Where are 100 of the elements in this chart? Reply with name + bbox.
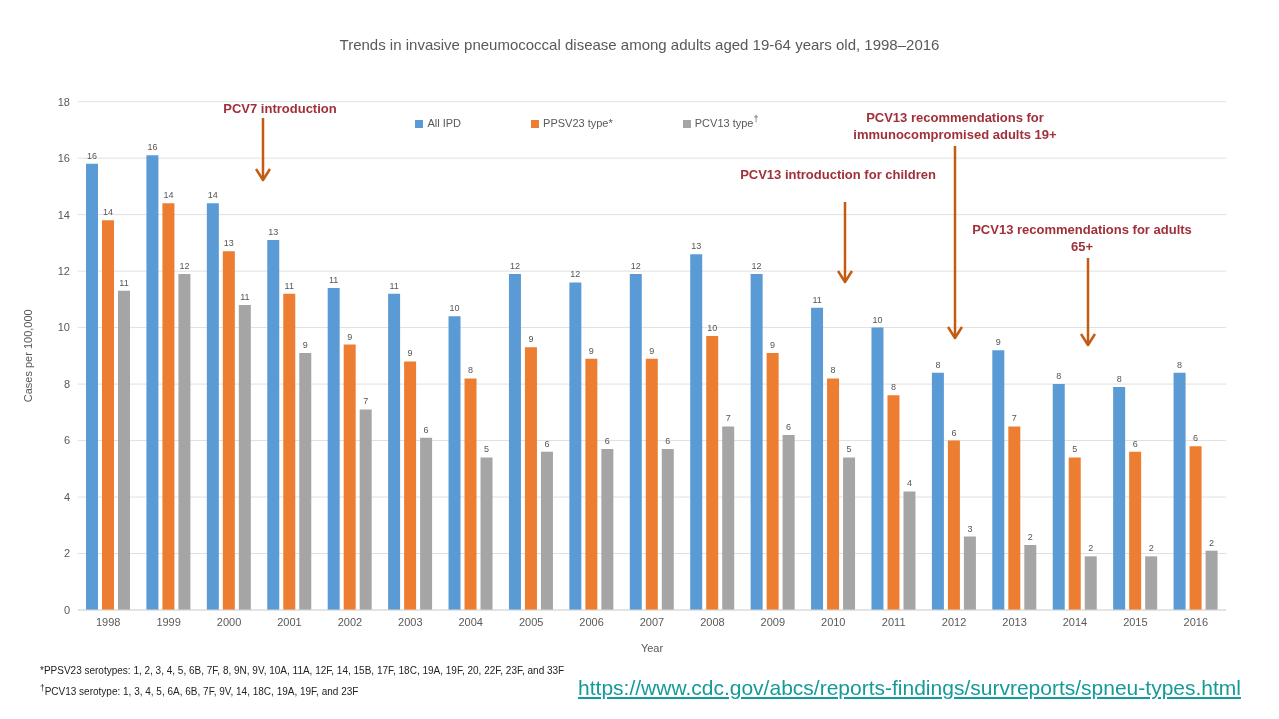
bar <box>1084 556 1097 610</box>
data-label: 13 <box>223 238 234 249</box>
bar <box>1189 446 1202 610</box>
bar <box>1052 384 1065 610</box>
bar <box>524 347 537 610</box>
data-label: 12 <box>509 260 520 271</box>
data-label: 6 <box>665 436 671 447</box>
text: *PPSV23 serotypes: 1, 2, 3, 4, 5, 6B, 7F, 8, 9N, 9V, 10A, 11A, 12F, 14, 15B, 17F, 18C, 19A, 19F, 20, 22F, 23F, and 33F <box>40 665 565 676</box>
x-tick-label: 2000 <box>216 615 242 628</box>
bar <box>569 282 582 610</box>
bar <box>238 304 251 610</box>
data-label: 12 <box>570 269 581 280</box>
data-label: 11 <box>284 280 294 291</box>
data-label: 11 <box>329 275 339 286</box>
data-label: 16 <box>147 142 158 153</box>
bar <box>827 378 840 610</box>
bar <box>629 273 642 610</box>
x-tick-label: 2003 <box>398 615 423 628</box>
data-label: 7 <box>725 413 731 424</box>
bar <box>722 426 735 610</box>
x-tick-label: 2010 <box>821 615 846 628</box>
bar <box>1024 545 1037 610</box>
data-label: 14 <box>207 190 218 201</box>
annotation: PCV13 recommendations for immunocompromised adults 19+ <box>852 109 1058 143</box>
text: $^{†}$PCV13 serotype: 1, 3, 4, 5, 6A, 6B, 7F, 9V, 14, 18C, 19A, 19F, and 23F <box>40 683 359 698</box>
bar <box>206 203 219 610</box>
bar <box>903 491 916 610</box>
data-label: 8 <box>1056 371 1062 382</box>
bar <box>766 353 779 610</box>
y-tick-label: 0 <box>63 603 70 616</box>
data-label: 9 <box>649 345 655 356</box>
x-tick-label: 2002 <box>337 615 363 628</box>
data-label: 9 <box>770 340 776 350</box>
data-label: 10 <box>707 323 718 334</box>
bar <box>706 336 719 610</box>
data-label: 2 <box>1027 532 1033 543</box>
x-tick-label: 2016 <box>1183 615 1209 628</box>
data-label: 11 <box>812 294 822 305</box>
data-label: 9 <box>347 331 353 342</box>
data-label: 12 <box>179 260 190 271</box>
data-label: 14 <box>102 207 114 218</box>
data-label: 16 <box>86 150 98 161</box>
bar <box>327 288 340 610</box>
x-tick-label: 2005 <box>518 615 544 628</box>
bar <box>178 273 191 610</box>
data-label: 6 <box>786 421 792 432</box>
bar <box>1129 451 1142 610</box>
annotation: PCV13 introduction for children <box>739 166 937 183</box>
data-label: 2 <box>1209 537 1215 548</box>
data-label: 9 <box>588 345 594 356</box>
y-tick-label: 10 <box>57 321 70 334</box>
data-label: 12 <box>630 260 641 271</box>
bar <box>540 451 553 610</box>
bar <box>887 395 900 610</box>
bar <box>947 440 960 610</box>
data-label: 11 <box>389 280 399 291</box>
bar <box>146 155 159 610</box>
data-label: 8 <box>890 382 896 393</box>
data-label: 10 <box>449 303 460 314</box>
legend-label: PPSV23 type* <box>543 116 613 129</box>
bar <box>1145 556 1158 610</box>
bar <box>222 251 235 610</box>
data-label: 11 <box>119 277 129 288</box>
bar <box>1113 386 1126 610</box>
bar <box>690 254 703 610</box>
y-tick-label: 2 <box>63 547 70 560</box>
y-tick-label: 12 <box>57 265 70 278</box>
bar <box>343 344 356 610</box>
data-label: 6 <box>1193 433 1199 444</box>
bar <box>448 316 461 610</box>
bar <box>585 358 598 610</box>
bar <box>267 240 280 610</box>
y-tick-label: 16 <box>57 152 70 165</box>
bar <box>963 536 976 610</box>
bar <box>782 434 795 610</box>
y-axis-title: Cases per 100,000 <box>21 309 34 403</box>
x-tick-label: 2014 <box>1062 615 1088 628</box>
x-tick-label: 2015 <box>1123 615 1148 628</box>
data-label: 12 <box>751 260 762 271</box>
bar <box>871 327 884 610</box>
x-axis-title: Year <box>640 642 664 654</box>
bar <box>601 449 614 610</box>
bar <box>102 220 114 610</box>
data-label: 4 <box>906 478 912 489</box>
bar <box>464 378 477 610</box>
y-tick-label: 8 <box>63 377 70 390</box>
bar <box>931 372 944 610</box>
x-tick-label: 2011 <box>881 615 906 628</box>
annotation: PCV7 introduction <box>222 100 338 117</box>
data-label: 7 <box>363 396 369 407</box>
annotation: PCV13 recommendations for adults 65+ <box>971 221 1193 255</box>
bar <box>508 273 521 610</box>
bar <box>843 457 856 610</box>
data-label: 2 <box>1148 543 1154 554</box>
data-label: 6 <box>604 436 610 447</box>
data-label: 8 <box>1177 359 1183 370</box>
bar <box>86 163 98 610</box>
y-tick-label: 14 <box>57 208 70 221</box>
y-tick-label: 6 <box>63 434 70 447</box>
bar <box>299 353 312 610</box>
